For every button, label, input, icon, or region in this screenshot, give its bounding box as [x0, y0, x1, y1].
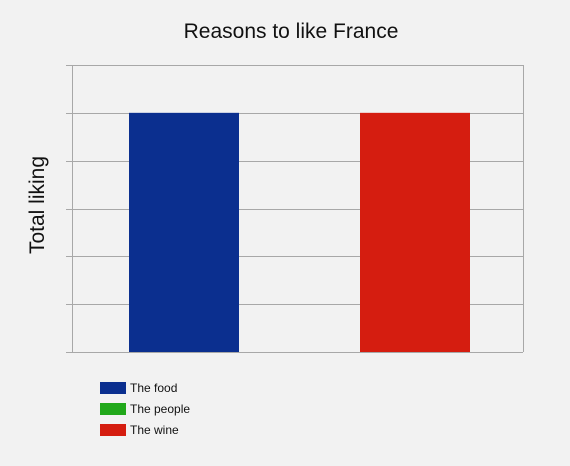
bar-the-wine	[360, 112, 470, 352]
legend-item-the-food: The food	[100, 377, 190, 398]
chart-title: Reasons to like France	[183, 20, 399, 43]
legend-swatch	[100, 423, 126, 436]
legend-label: The wine	[130, 422, 179, 437]
legend-item-the-wine: The wine	[100, 419, 190, 440]
legend: The food The people The wine	[100, 377, 190, 440]
bars	[129, 112, 470, 352]
legend-swatch	[100, 381, 126, 394]
legend-swatch	[100, 402, 126, 415]
legend-item-the-people: The people	[100, 398, 190, 419]
legend-label: The people	[130, 401, 191, 416]
bar-the-food	[129, 112, 239, 352]
legend-label: The food	[130, 380, 178, 395]
